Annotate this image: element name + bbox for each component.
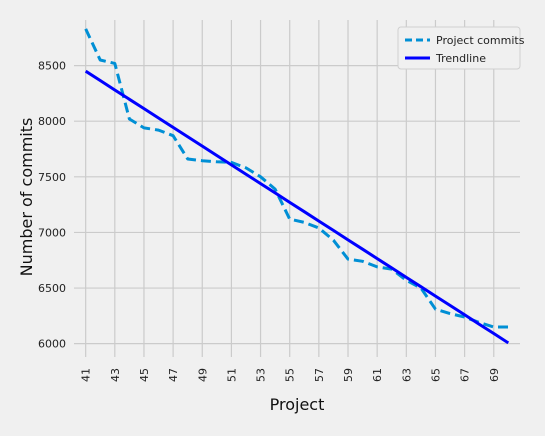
grid [74, 20, 520, 357]
x-tick-label: 45 [138, 368, 151, 382]
y-tick-label: 7500 [38, 171, 66, 184]
x-tick-label: 51 [225, 368, 238, 382]
x-tick-label: 43 [109, 368, 122, 382]
y-tick-label: 6000 [38, 338, 66, 351]
series-lines [84, 28, 510, 345]
legend-label: Trendline [435, 52, 486, 65]
y-tick-label: 8500 [38, 60, 66, 73]
x-tick-label: 69 [488, 368, 501, 382]
x-tick-label: 63 [400, 368, 413, 382]
x-tick-label: 59 [342, 368, 355, 382]
x-tick-label: 57 [313, 368, 326, 382]
x-tick-label: 61 [371, 368, 384, 382]
x-tick-label: 47 [167, 368, 180, 382]
y-tick-label: 8000 [38, 115, 66, 128]
x-tick-label: 53 [255, 368, 268, 382]
legend: Project commits Trendline [397, 26, 525, 70]
legend-label: Project commits [436, 34, 525, 47]
x-tick-label: 65 [429, 368, 442, 382]
x-tick-label: 41 [80, 368, 93, 382]
x-tick-label: 55 [284, 368, 297, 382]
x-axis-label: Project [270, 395, 325, 414]
x-tick-label: 67 [459, 368, 472, 382]
trendline-line [84, 69, 510, 345]
x-tick-labels: 41 43 45 47 49 51 53 55 57 59 61 63 65 67 69 [80, 368, 501, 382]
project-commits-line [84, 28, 509, 329]
y-axis-label: Number of commits [17, 118, 36, 277]
y-tick-labels: 6000 6500 7000 7500 8000 8500 [38, 60, 66, 351]
y-tick-label: 6500 [38, 282, 66, 295]
x-tick-label: 49 [196, 368, 209, 382]
y-tick-label: 7000 [38, 226, 66, 239]
